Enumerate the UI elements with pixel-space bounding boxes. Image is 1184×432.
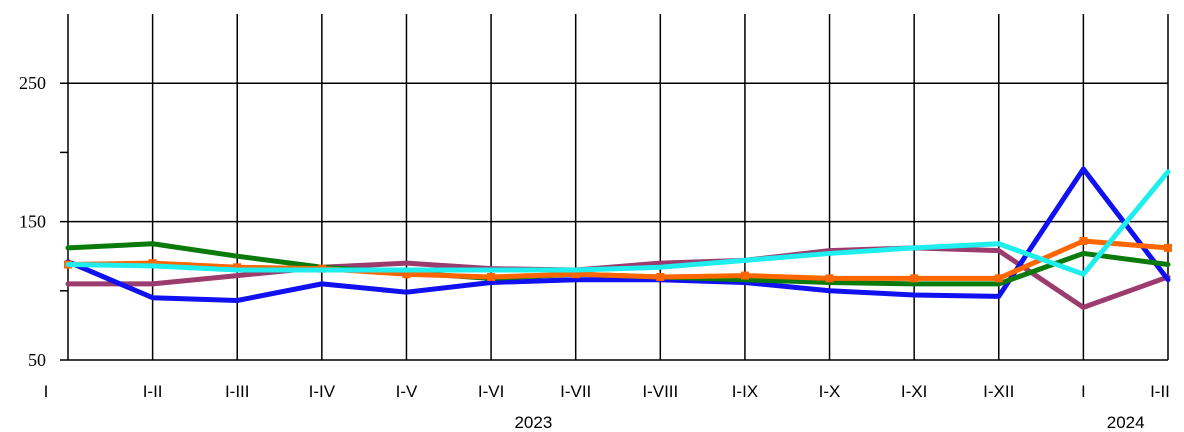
series-marker <box>571 270 580 279</box>
x-tick-label: I-X <box>819 382 841 401</box>
y-tick-label: 250 <box>19 73 46 93</box>
y-tick-label: 50 <box>28 350 46 370</box>
x-tick-label: I <box>1081 382 1086 401</box>
x-tick-label: I-VII <box>560 382 591 401</box>
series-marker <box>825 274 834 283</box>
x-axis: I I-II I-III I-IV I-V I-VI I-VII I-VIII I-IX I-X I… <box>44 382 1170 432</box>
x-tick-label: I-XI <box>901 382 927 401</box>
series-line-5 <box>65 169 1171 277</box>
x-tick-label: I-VI <box>478 382 504 401</box>
series-marker <box>994 274 1003 283</box>
y-axis: 50 150 250 <box>19 73 46 370</box>
year-label: 2023 <box>514 413 552 432</box>
series-marker <box>402 270 411 279</box>
series-marker <box>1164 243 1172 252</box>
x-tick-label: I <box>44 382 49 401</box>
x-tick-label: I-III <box>225 382 250 401</box>
grid <box>60 14 1169 361</box>
series-line-4 <box>65 238 1171 281</box>
series-marker <box>148 259 157 268</box>
series-marker <box>1079 236 1088 245</box>
x-tick-label: I-IV <box>309 382 336 401</box>
x-tick-label: I-VIII <box>642 382 678 401</box>
series-marker <box>233 263 242 272</box>
series-marker <box>740 271 749 280</box>
x-tick-label: I-XII <box>983 382 1014 401</box>
year-label: 2024 <box>1107 413 1145 432</box>
series-marker <box>656 272 665 281</box>
x-tick-label: I-V <box>396 382 418 401</box>
series-marker <box>910 274 919 283</box>
series-line-2 <box>65 166 1171 303</box>
series-lines <box>64 166 1172 310</box>
series-marker <box>487 272 496 281</box>
y-tick-label: 150 <box>19 212 46 232</box>
x-tick-label: I-IX <box>732 382 758 401</box>
x-tick-label: I-II <box>1150 382 1170 401</box>
x-tick-label: I-II <box>143 382 163 401</box>
